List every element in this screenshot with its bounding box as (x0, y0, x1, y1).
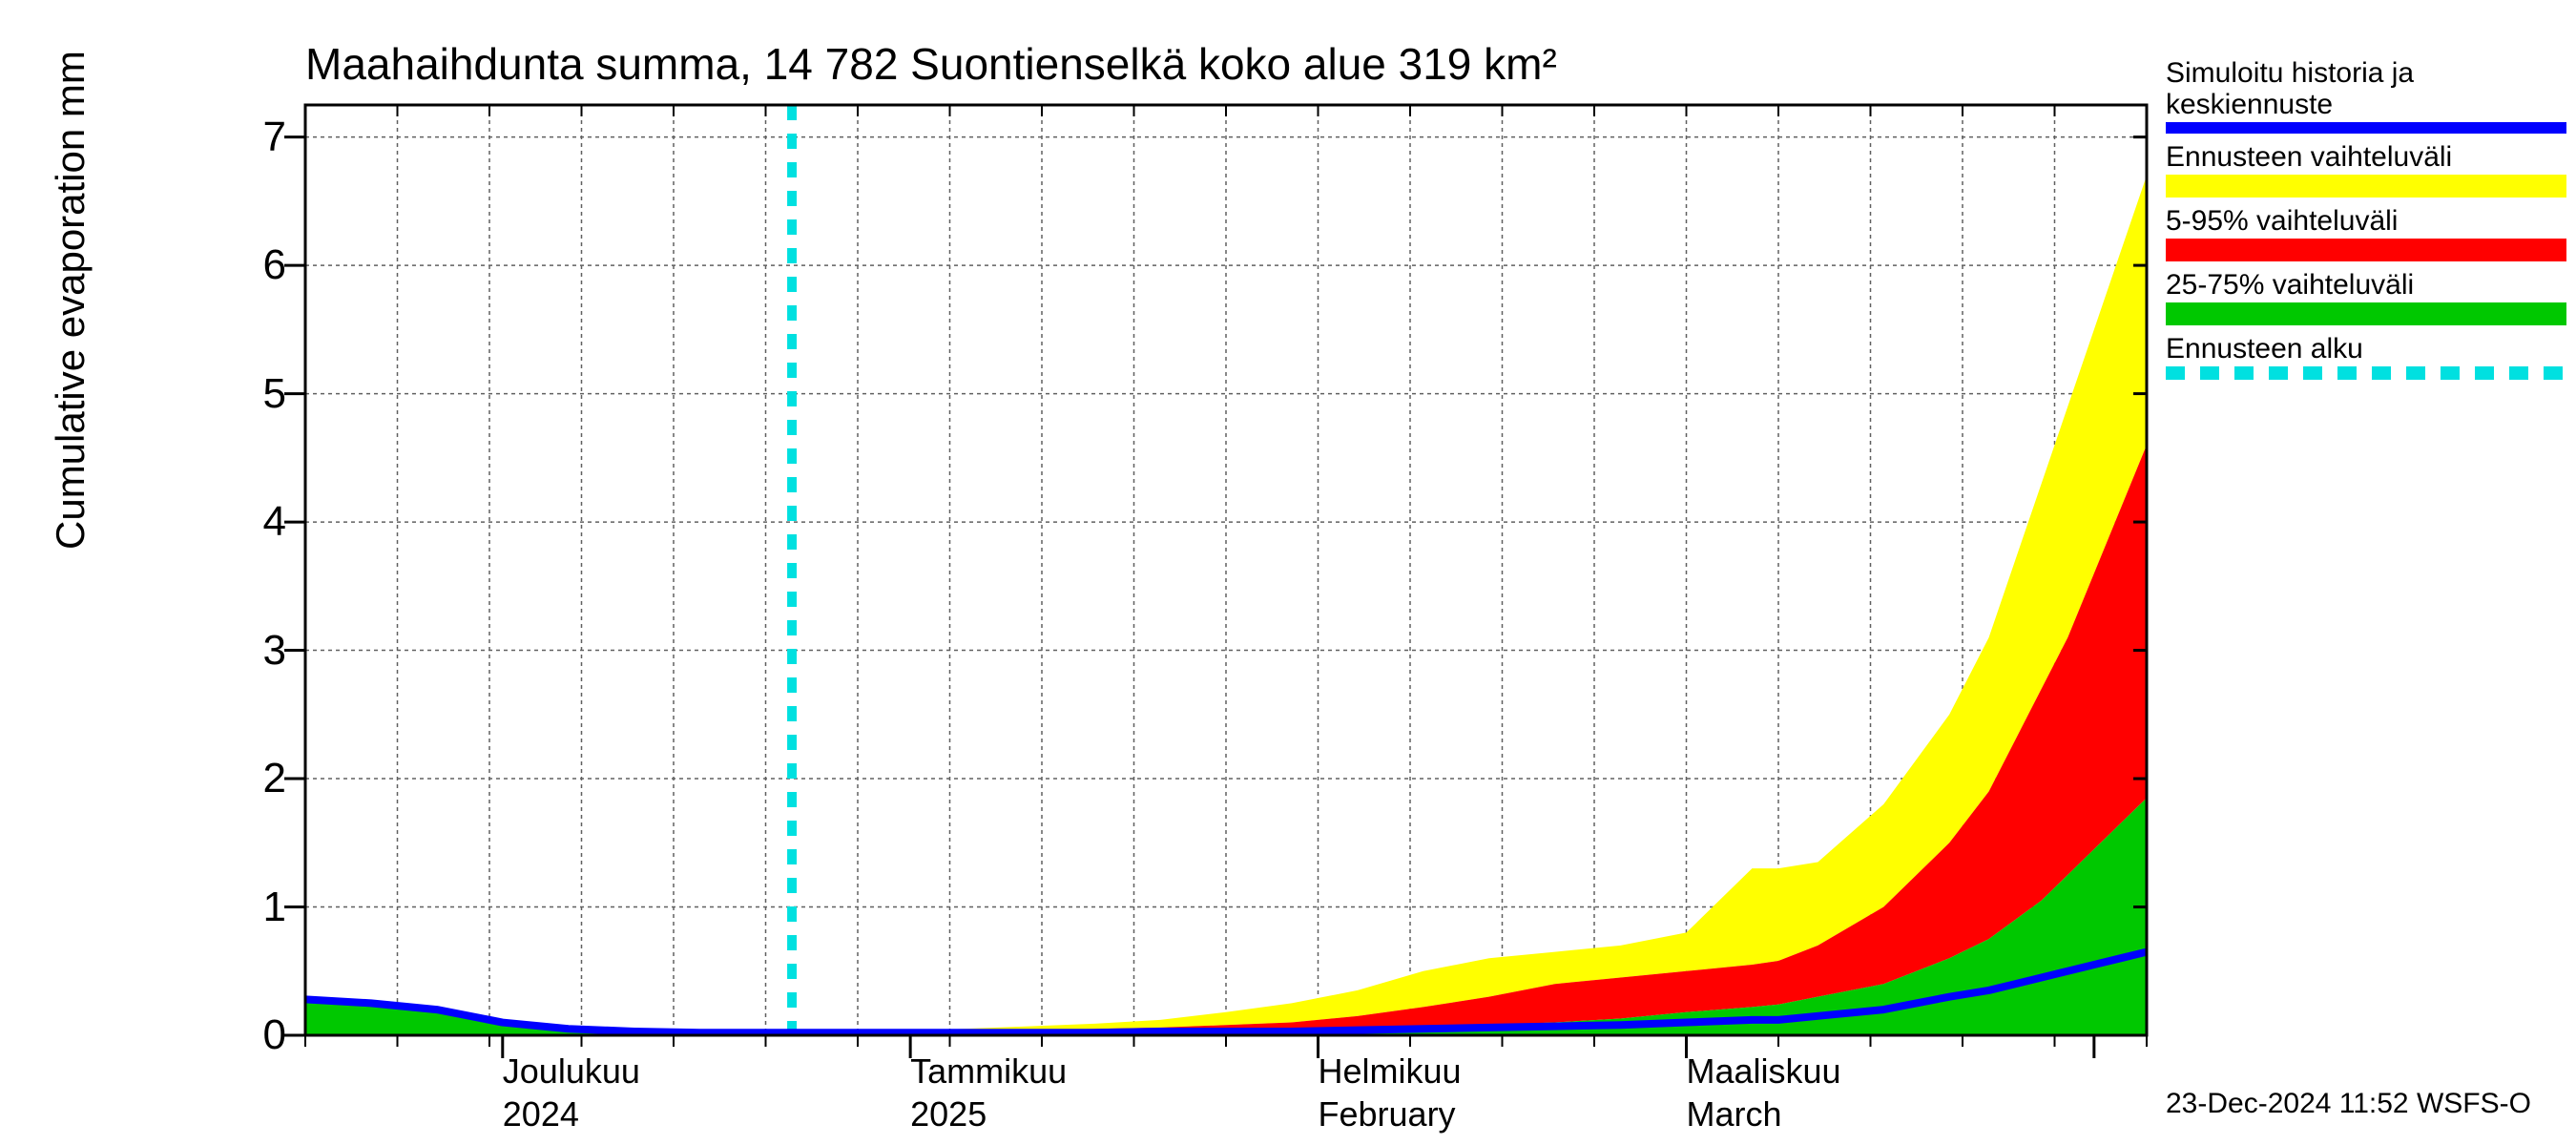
legend-label: 5-95% vaihteluväli (2166, 205, 2566, 237)
chart-title: Maahaihdunta summa, 14 782 Suontienselkä… (305, 38, 1557, 90)
legend-item: 25-75% vaihteluväli (2166, 269, 2566, 325)
legend-swatch (2166, 239, 2566, 261)
y-tick-label: 7 (210, 114, 286, 161)
legend: Simuloitu historia ja keskiennuste Ennust… (2166, 57, 2566, 387)
legend-item: Simuloitu historia ja keskiennuste (2166, 57, 2566, 134)
legend-swatch (2166, 302, 2566, 325)
legend-label: Simuloitu historia ja keskiennuste (2166, 57, 2566, 120)
y-tick-label: 1 (210, 884, 286, 931)
legend-label: Ennusteen alku (2166, 333, 2566, 364)
legend-label: Ennusteen vaihteluväli (2166, 141, 2566, 173)
y-tick-label: 4 (210, 498, 286, 546)
x-tick-label: Joulukuu2024 (503, 1050, 640, 1135)
legend-item: 5-95% vaihteluväli (2166, 205, 2566, 261)
y-tick-label: 0 (210, 1011, 286, 1059)
footer-timestamp: 23-Dec-2024 11:52 WSFS-O (2166, 1088, 2531, 1120)
x-tick-label: HelmikuuFebruary (1319, 1050, 1462, 1135)
y-tick-label: 5 (210, 370, 286, 418)
y-axis-label: Cumulative evaporation mm (48, 51, 93, 550)
legend-swatch (2166, 366, 2566, 380)
x-tick-label: Tammikuu2025 (910, 1050, 1067, 1135)
legend-item: Ennusteen alku (2166, 333, 2566, 380)
y-tick-label: 2 (210, 755, 286, 802)
legend-item: Ennusteen vaihteluväli (2166, 141, 2566, 198)
legend-label: 25-75% vaihteluväli (2166, 269, 2566, 301)
y-tick-label: 3 (210, 627, 286, 675)
chart-svg (305, 105, 2147, 1035)
chart-container: Maahaihdunta summa, 14 782 Suontienselkä… (0, 0, 2576, 1145)
x-tick-label: MaaliskuuMarch (1687, 1050, 1841, 1135)
legend-swatch (2166, 175, 2566, 198)
plot-area (305, 105, 2147, 1035)
legend-swatch (2166, 122, 2566, 134)
y-tick-label: 6 (210, 241, 286, 289)
